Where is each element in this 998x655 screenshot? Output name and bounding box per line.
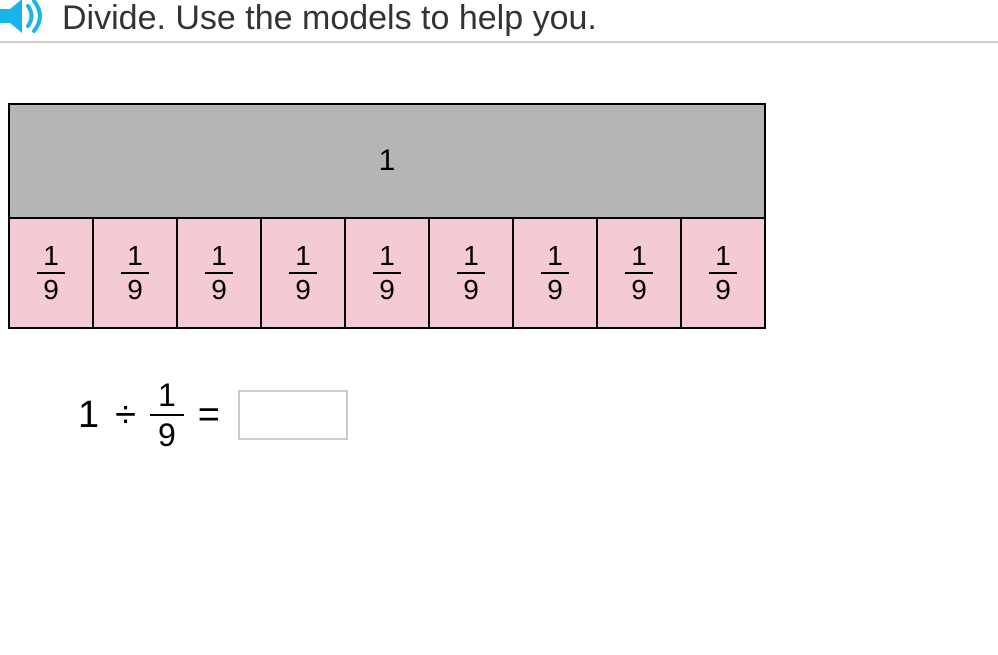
part-fraction: 19: [121, 242, 149, 304]
speaker-icon[interactable]: [0, 0, 50, 36]
part-denominator: 9: [709, 274, 737, 304]
part-denominator: 9: [205, 274, 233, 304]
divisor-fraction: 1 9: [150, 379, 184, 451]
part-denominator: 9: [289, 274, 317, 304]
part-fraction: 19: [457, 242, 485, 304]
part-denominator: 9: [625, 274, 653, 304]
part-denominator: 9: [541, 274, 569, 304]
part-cell: 19: [513, 218, 597, 328]
part-denominator: 9: [457, 274, 485, 304]
part-denominator: 9: [373, 274, 401, 304]
part-fraction: 19: [625, 242, 653, 304]
part-numerator: 1: [121, 242, 149, 274]
part-denominator: 9: [37, 274, 65, 304]
part-fraction: 19: [541, 242, 569, 304]
part-cell: 19: [681, 218, 765, 328]
part-fraction: 19: [205, 242, 233, 304]
equation: 1 ÷ 1 9 =: [70, 379, 998, 451]
part-cell: 19: [9, 218, 93, 328]
answer-input[interactable]: [238, 390, 348, 440]
part-numerator: 1: [541, 242, 569, 274]
part-numerator: 1: [709, 242, 737, 274]
part-numerator: 1: [373, 242, 401, 274]
divisor-denominator: 9: [150, 416, 184, 451]
part-numerator: 1: [289, 242, 317, 274]
part-cell: 19: [345, 218, 429, 328]
divide-sign: ÷: [115, 394, 136, 437]
fraction-model: 1 191919191919191919: [8, 103, 998, 329]
whole-label: 1: [379, 144, 396, 177]
part-cell: 19: [429, 218, 513, 328]
part-numerator: 1: [37, 242, 65, 274]
divisor-numerator: 1: [150, 379, 184, 416]
part-cell: 19: [597, 218, 681, 328]
part-cell: 19: [93, 218, 177, 328]
dividend: 1: [78, 394, 99, 437]
part-fraction: 19: [709, 242, 737, 304]
part-cell: 19: [261, 218, 345, 328]
part-numerator: 1: [205, 242, 233, 274]
part-fraction: 19: [37, 242, 65, 304]
equals-sign: =: [198, 394, 220, 437]
part-fraction: 19: [373, 242, 401, 304]
part-numerator: 1: [625, 242, 653, 274]
instruction-text: Divide. Use the models to help you.: [62, 0, 597, 37]
part-denominator: 9: [121, 274, 149, 304]
whole-bar: 1: [9, 104, 765, 218]
part-cell: 19: [177, 218, 261, 328]
part-fraction: 19: [289, 242, 317, 304]
part-numerator: 1: [457, 242, 485, 274]
